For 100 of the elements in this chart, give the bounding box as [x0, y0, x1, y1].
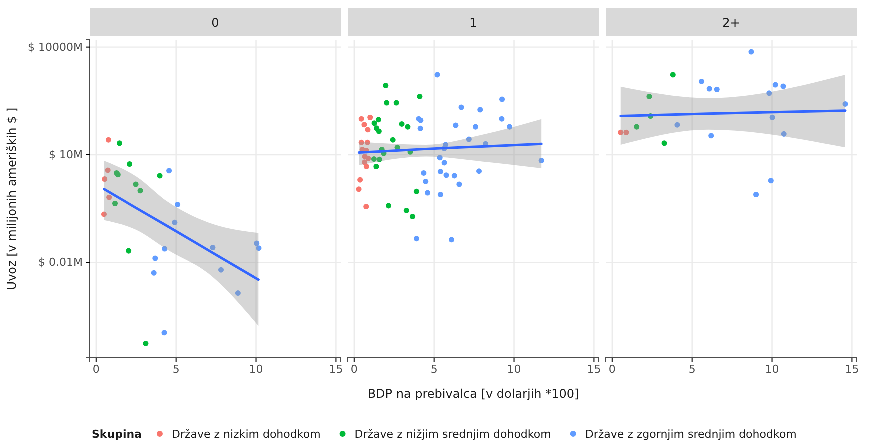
point [674, 122, 680, 128]
point [105, 168, 111, 174]
point [646, 94, 652, 100]
point [256, 246, 262, 252]
point [662, 140, 668, 146]
point [618, 130, 624, 136]
x-tick-label: 0 [92, 362, 100, 376]
point [152, 256, 158, 262]
point [404, 208, 410, 214]
point [434, 72, 440, 78]
point [210, 244, 216, 250]
point [127, 162, 133, 168]
point [218, 267, 224, 273]
point [500, 96, 506, 102]
point [365, 127, 371, 133]
point [384, 100, 390, 106]
point [438, 169, 444, 175]
point [366, 156, 372, 162]
point [133, 182, 139, 188]
point [376, 117, 382, 123]
point [358, 140, 364, 146]
point [166, 168, 172, 174]
point [458, 104, 464, 110]
point [112, 200, 118, 206]
point [414, 236, 420, 242]
point [417, 94, 423, 100]
point [138, 188, 144, 194]
point [706, 86, 712, 92]
point [425, 190, 431, 196]
y-tick-label: $ 10000M [28, 40, 83, 54]
y-axis-title: Uvoz [v milijonih ameriških $ ] [5, 108, 19, 290]
point [842, 101, 848, 107]
point [770, 114, 776, 120]
point [254, 240, 260, 246]
point [444, 172, 450, 178]
y-tick-label: $ 0.01M [38, 256, 83, 270]
x-tick-label: 0 [608, 362, 616, 376]
point [772, 82, 778, 88]
point [766, 90, 772, 96]
point [452, 173, 458, 179]
point [175, 202, 181, 208]
point [383, 82, 389, 88]
point [376, 128, 382, 134]
point [714, 86, 720, 92]
point [368, 114, 374, 120]
point [499, 116, 505, 122]
point [448, 237, 455, 243]
x-tick-label: 15 [587, 362, 602, 376]
point [538, 158, 544, 164]
point [102, 176, 108, 182]
point [126, 248, 132, 254]
point [699, 78, 705, 84]
point [172, 220, 178, 226]
point [151, 270, 157, 276]
x-tick-label: 15 [329, 362, 344, 376]
point [143, 340, 149, 346]
x-tick-label: 0 [350, 362, 358, 376]
point [101, 212, 107, 218]
point [106, 194, 112, 200]
chart-title: 0 [212, 16, 220, 30]
point [106, 137, 112, 143]
point [453, 122, 459, 128]
x-tick-label: 5 [430, 362, 438, 376]
point [364, 204, 370, 210]
point [162, 330, 168, 336]
x-axis-title: BDP na prebivalca [v dolarjih *100] [368, 387, 580, 401]
point [362, 122, 368, 128]
point [394, 100, 400, 106]
legend-label: Države z nizkim dohodkom [172, 428, 321, 441]
legend-label: Države z zgornjim srednjim dohodkom [585, 428, 797, 441]
point [374, 164, 380, 170]
point [372, 120, 378, 126]
point [438, 192, 444, 198]
point [768, 178, 774, 184]
point [466, 136, 472, 142]
legend-title: Skupina [92, 428, 142, 441]
x-tick-label: 10 [507, 362, 522, 376]
point [748, 49, 754, 55]
chart-title: 1 [470, 16, 478, 30]
x-tick-label: 10 [249, 362, 264, 376]
point [456, 182, 462, 188]
point [754, 192, 760, 198]
point [235, 290, 241, 296]
legend-label: Države z nižjim srednjim dohodkom [354, 428, 552, 441]
point [780, 84, 786, 90]
point [399, 121, 405, 127]
point [371, 156, 377, 162]
point [781, 131, 787, 137]
point [157, 173, 163, 179]
point [421, 170, 427, 176]
point [624, 130, 630, 136]
point [414, 188, 420, 194]
point [358, 177, 364, 183]
point [376, 156, 382, 162]
x-tick-label: 15 [845, 362, 860, 376]
x-tick-label: 5 [172, 362, 180, 376]
point [162, 246, 168, 252]
point [670, 72, 676, 78]
point [507, 124, 513, 130]
point [356, 186, 362, 192]
